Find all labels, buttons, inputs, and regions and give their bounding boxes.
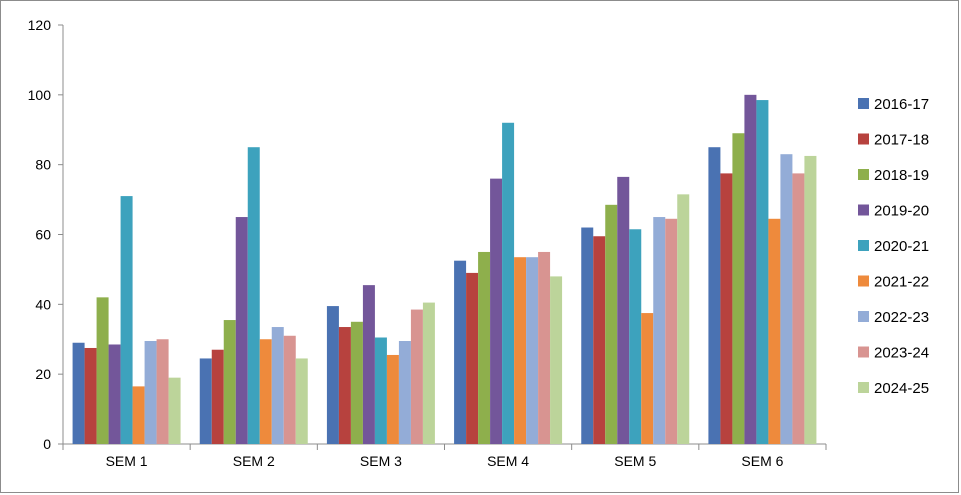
bar xyxy=(768,218,781,444)
bar xyxy=(410,309,423,444)
legend-label: 2018-19 xyxy=(874,167,929,184)
bar xyxy=(466,272,479,444)
bar xyxy=(653,217,666,444)
bar xyxy=(629,229,642,444)
y-tick-label: 80 xyxy=(35,157,51,173)
bar xyxy=(490,178,503,444)
legend-label: 2020-21 xyxy=(874,238,929,255)
legend-label: 2022-23 xyxy=(874,309,929,326)
bar xyxy=(156,339,169,444)
bar xyxy=(168,377,181,444)
bar xyxy=(720,173,733,445)
bar xyxy=(398,340,411,444)
bar xyxy=(804,155,817,444)
bar xyxy=(247,147,260,445)
bar xyxy=(362,285,375,444)
bar xyxy=(108,344,121,444)
bar xyxy=(84,347,97,444)
y-tick-label: 40 xyxy=(35,296,51,312)
bar xyxy=(259,339,272,444)
bar xyxy=(641,313,654,444)
x-tick-label: SEM 4 xyxy=(487,453,529,469)
bar xyxy=(96,297,109,444)
bar xyxy=(593,236,606,444)
legend-label: 2021-22 xyxy=(874,274,929,291)
bar xyxy=(283,335,296,444)
legend-swatch xyxy=(858,169,869,180)
bar xyxy=(326,306,339,444)
legend-swatch xyxy=(858,382,869,393)
bar xyxy=(550,276,563,444)
legend-label: 2016-17 xyxy=(874,96,929,113)
bar xyxy=(732,133,745,444)
y-tick-label: 60 xyxy=(35,227,51,243)
bar xyxy=(422,302,435,444)
bar xyxy=(211,349,224,444)
bar xyxy=(478,251,491,444)
legend-label: 2023-24 xyxy=(874,345,929,362)
bar xyxy=(538,251,551,444)
legend-label: 2017-18 xyxy=(874,132,929,149)
bar xyxy=(502,122,515,445)
y-tick-label: 20 xyxy=(35,366,51,382)
legend-swatch xyxy=(858,346,869,358)
legend-swatch xyxy=(858,204,869,216)
bar xyxy=(132,386,145,444)
bar xyxy=(350,321,363,444)
bar xyxy=(223,320,236,444)
bar xyxy=(744,94,757,444)
legend-swatch xyxy=(858,275,869,287)
bar xyxy=(605,204,618,444)
x-tick-label: SEM 5 xyxy=(614,453,656,469)
bar xyxy=(526,257,539,444)
legend-swatch xyxy=(858,98,869,109)
bar xyxy=(386,354,399,444)
legend-swatch xyxy=(858,311,869,322)
bar xyxy=(780,154,793,445)
bar xyxy=(514,257,527,444)
y-tick-label: 0 xyxy=(43,436,51,452)
bar xyxy=(792,173,805,445)
bar xyxy=(374,337,387,444)
bar xyxy=(199,358,212,444)
bar xyxy=(235,217,248,444)
bar xyxy=(708,147,721,445)
bar xyxy=(756,100,769,444)
bar xyxy=(581,227,594,444)
legend: 2016-17 2017-18 2018-19 2019-20 2020-21 2021-… xyxy=(858,96,929,397)
y-tick-label: 100 xyxy=(28,87,52,103)
bar xyxy=(120,196,133,444)
y-tick-label: 120 xyxy=(28,17,52,33)
bar xyxy=(665,218,678,444)
x-tick-label: SEM 6 xyxy=(741,453,783,469)
legend-swatch xyxy=(858,133,869,145)
x-tick-label: SEM 1 xyxy=(106,453,148,469)
bar xyxy=(617,176,630,444)
bar xyxy=(454,260,467,444)
plot-area: 0 20 40 60 80 100 120 SEM 1 SEM 2 SEM 3 SEM 4 SEM 5… xyxy=(28,17,827,469)
x-tick-label: SEM 2 xyxy=(233,453,275,469)
legend-label: 2024-25 xyxy=(874,380,929,397)
legend-label: 2019-20 xyxy=(874,203,929,220)
bar xyxy=(338,327,351,444)
x-tick-label: SEM 3 xyxy=(360,453,402,469)
bar xyxy=(72,342,85,444)
bar xyxy=(144,340,157,444)
bar xyxy=(677,194,690,444)
legend-swatch xyxy=(858,240,869,251)
bar xyxy=(295,358,308,444)
bar xyxy=(271,327,284,444)
